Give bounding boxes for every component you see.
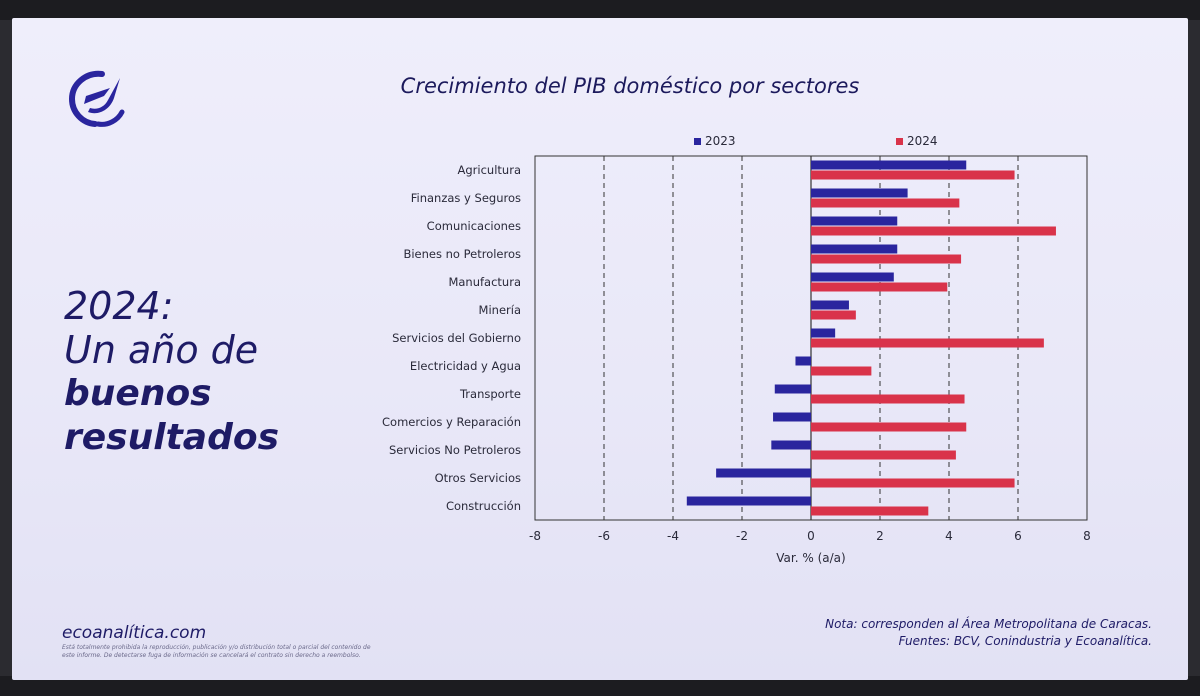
slide-headline: 2024: Un año de buenos resultados [64,284,279,460]
legend-label-2024: 2024 [907,134,938,148]
x-tick-label: -2 [736,529,748,543]
bar-2023 [811,328,836,338]
bar-2023 [811,300,849,310]
legend-swatch-2023 [694,138,701,145]
note-line-1: Nota: corresponden al Área Metropolitana… [825,617,1152,631]
bar-2024 [811,394,965,404]
bar-2024 [811,450,956,460]
x-tick-label: 0 [807,529,815,543]
ecoanalitica-logo-icon [68,70,125,127]
x-tick-label: -8 [529,529,541,543]
x-axis-title: Var. % (a/a) [776,551,845,565]
bar-2023 [686,496,811,506]
disclaimer-text: Está totalmente prohibida la reproducció… [62,644,371,659]
x-tick-label: 6 [1014,529,1022,543]
bar-2024 [811,170,1015,180]
headline-line-3: buenos [64,373,212,414]
bar-chart: -8 -6 -4 -2 0 2 4 6 8 Var. % (a/a) Agricultura Fina… [382,134,1091,565]
bar-2024 [811,338,1044,348]
x-tick-label: 2 [876,529,884,543]
note-line-2: Fuentes: BCV, Conindustria y Ecoanalític… [898,634,1152,648]
screen-bezel-bottom [0,676,1200,696]
bar-2024 [811,226,1056,236]
bar-2024 [811,478,1015,488]
bar-2023 [811,272,894,282]
category-label: Agricultura [458,163,521,177]
bar-2023 [771,440,811,450]
category-label: Servicios del Gobierno [392,331,521,345]
bar-2023 [811,188,908,198]
presentation-slide: Crecimiento del PIB doméstico por sector… [12,18,1188,680]
bar-2023 [773,412,811,422]
category-label: Servicios No Petroleros [389,443,521,457]
headline-line-2: Un año de [64,328,259,372]
bar-2023 [811,160,967,170]
headline-line-1: 2024: [64,284,174,328]
chart-title: Crecimiento del PIB doméstico por sector… [400,74,860,98]
category-label: Bienes no Petroleros [403,247,521,261]
screen-bezel-top [0,0,1200,20]
category-label: Comercios y Reparación [382,415,521,429]
x-tick-label: 8 [1083,529,1091,543]
category-label: Electricidad y Agua [410,359,521,373]
category-label: Otros Servicios [435,471,521,485]
bar-2024 [811,310,856,320]
bar-2024 [811,254,962,264]
headline-line-4: resultados [64,417,279,458]
bar-2023 [774,384,811,394]
bar-2023 [811,216,898,226]
website-label: ecoanalítica.com [62,623,207,643]
bar-2024 [811,282,948,292]
category-label: Finanzas y Seguros [411,191,521,205]
bar-2023 [795,356,811,366]
x-tick-label: 4 [945,529,953,543]
legend-swatch-2024 [896,138,903,145]
bar-2024 [811,366,872,376]
category-label: Construcción [446,499,521,513]
legend-label-2023: 2023 [705,134,736,148]
bar-2023 [811,244,898,254]
x-tick-label: -6 [598,529,610,543]
source-note: Nota: corresponden al Área Metropolitana… [825,616,1152,650]
x-tick-label: -4 [667,529,679,543]
category-label: Minería [479,303,521,317]
bar-2024 [811,506,929,516]
category-label: Transporte [459,387,521,401]
category-label: Manufactura [448,275,521,289]
bar-2023 [716,468,811,478]
bar-2024 [811,422,967,432]
category-label: Comunicaciones [427,219,521,233]
bar-2024 [811,198,960,208]
